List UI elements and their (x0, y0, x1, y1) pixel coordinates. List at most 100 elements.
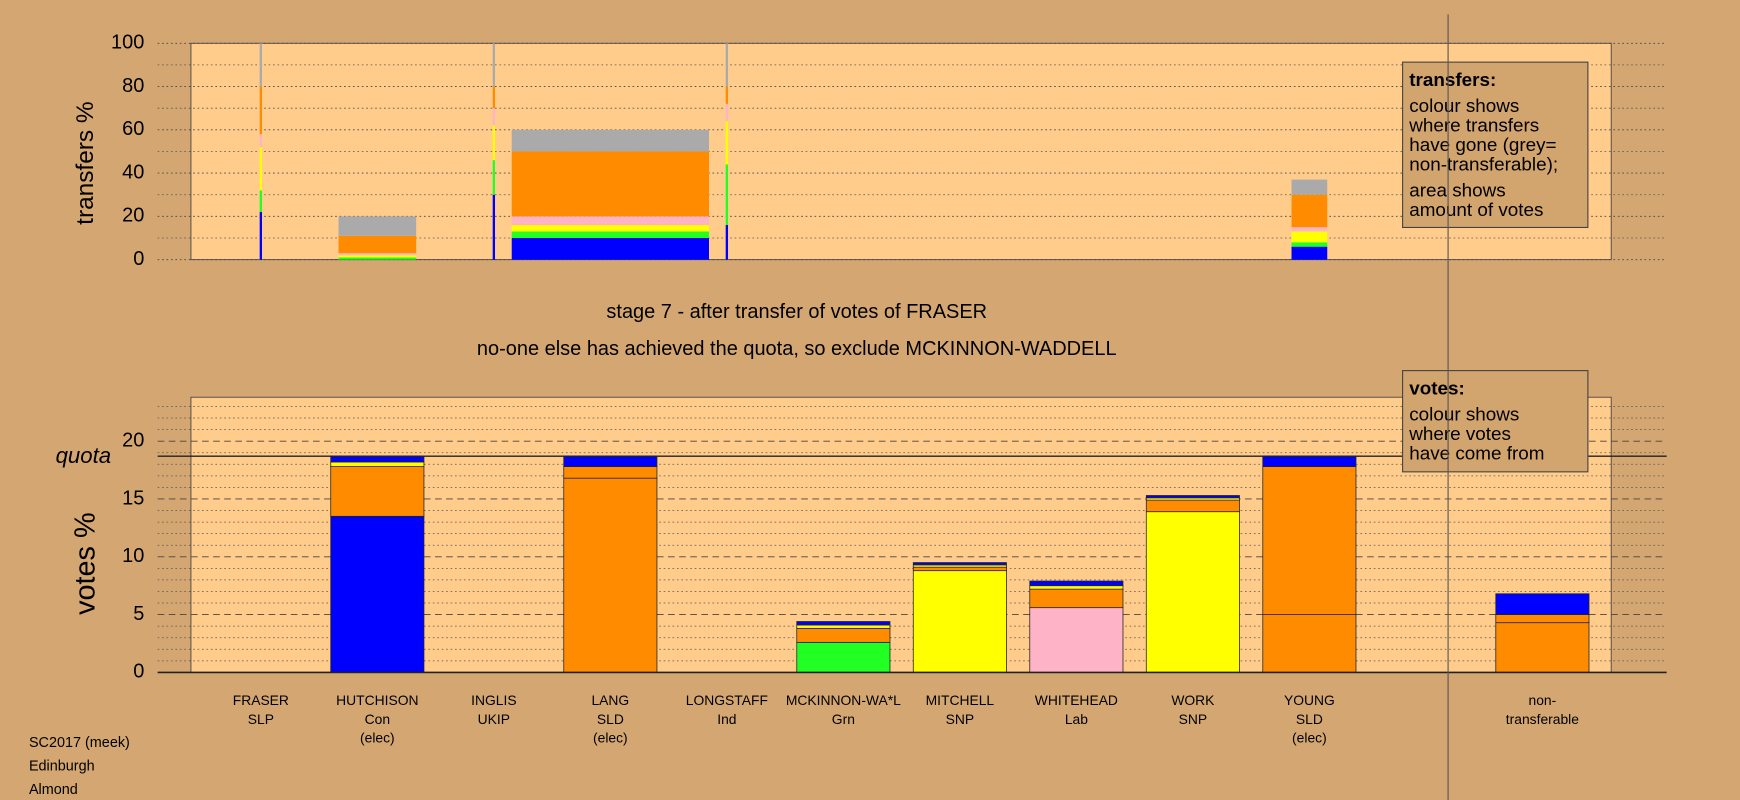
bar-segment (563, 477, 658, 673)
stage-title: stage 7 - after transfer of votes of FRA… (606, 301, 987, 323)
bar-segment (259, 212, 263, 260)
bar-segment (492, 160, 496, 195)
x-tick-label: Lab (1065, 711, 1088, 727)
x-tick-label: MITCHELL (926, 692, 995, 708)
x-tick-label: MCKINNON-WA*L (786, 692, 901, 708)
x-tick-label: LONGSTAFF (686, 692, 768, 708)
bar-segment (725, 164, 729, 226)
x-tick-label: SLD (1296, 711, 1323, 727)
bar-segment (1291, 179, 1328, 195)
bar-segment (338, 253, 417, 256)
x-tick-label: Ind (717, 711, 736, 727)
bar-segment (1495, 622, 1590, 673)
note-text: non-transferable); (1409, 153, 1558, 174)
footer-text: Edinburgh (29, 759, 95, 775)
bar-segment (796, 624, 891, 629)
bar-segment (1029, 607, 1124, 673)
bar-segment (1029, 588, 1124, 609)
y-tick-label: 5 (133, 603, 144, 625)
bar-segment (725, 225, 729, 260)
y-tick-label: 15 (122, 487, 144, 509)
bar-segment (511, 151, 710, 217)
note-text: amount of votes (1409, 199, 1543, 220)
bar-segment (1145, 511, 1240, 673)
x-tick-label: WORK (1171, 692, 1215, 708)
y-tick-label: 20 (122, 429, 144, 451)
quota-label: quota (56, 443, 112, 468)
note-text: colour shows (1409, 404, 1519, 425)
bar-segment (1291, 242, 1328, 247)
note-box (1402, 61, 1589, 229)
x-tick-label: LANG (591, 692, 629, 708)
x-tick-label: SNP (1179, 711, 1208, 727)
bar-segment (912, 566, 1007, 572)
x-tick-label: SLD (597, 711, 624, 727)
bar-segment (259, 86, 263, 135)
x-tick-label: FRASER (233, 692, 289, 708)
note-text: area shows (1409, 179, 1505, 200)
bar-segment (511, 129, 710, 152)
bar-segment (259, 134, 263, 148)
bar-segment (563, 466, 658, 479)
x-tick-label: SLP (248, 711, 274, 727)
note-box (1402, 370, 1589, 473)
x-tick-label: Grn (832, 711, 855, 727)
y-tick-label: 60 (122, 118, 144, 140)
y-tick-label: 20 (122, 205, 144, 227)
bar-segment (1029, 580, 1124, 587)
y-axis-label: votes % (69, 512, 101, 615)
bar-segment (1262, 455, 1357, 467)
bar-segment (259, 43, 263, 87)
bar-segment (259, 190, 263, 213)
bar-segment (725, 43, 729, 87)
bar-segment (1262, 614, 1357, 673)
bar-segment (511, 225, 710, 232)
stage-subtitle: no-one else has achieved the quota, so e… (477, 338, 1117, 360)
y-tick-label: 0 (133, 248, 144, 270)
bar-segment (725, 103, 729, 122)
note-text: colour shows (1409, 95, 1519, 116)
bar-segment (330, 455, 425, 463)
x-tick-label: (elec) (360, 730, 395, 746)
bar-segment (912, 570, 1007, 673)
x-tick-label: HUTCHISON (336, 692, 418, 708)
bar-segment (492, 43, 496, 87)
bar-segment (1029, 585, 1124, 590)
bar-segment (912, 562, 1007, 566)
y-tick-label: 10 (122, 545, 144, 567)
bar-segment (338, 235, 417, 254)
y-axis-label: transfers % (72, 101, 99, 224)
bar-segment (796, 628, 891, 643)
y-tick-label: 0 (133, 661, 144, 683)
bar-segment (338, 255, 417, 258)
note-text: where votes (1408, 423, 1511, 444)
bar-segment (1495, 614, 1590, 624)
bar-segment (725, 86, 729, 104)
note-heading: transfers: (1409, 69, 1496, 90)
note-heading: votes: (1409, 377, 1465, 398)
bar-segment (725, 121, 729, 165)
y-tick-label: 100 (111, 32, 144, 54)
x-tick-label: (elec) (593, 730, 628, 746)
bar-segment (511, 231, 710, 239)
bar-segment (1291, 227, 1328, 232)
bar-segment (1262, 466, 1357, 615)
bar-segment (1291, 194, 1328, 228)
x-tick-label: Con (365, 711, 390, 727)
x-tick-label: YOUNG (1284, 692, 1335, 708)
bar-segment (492, 194, 496, 260)
footer-text: Almond (29, 782, 78, 798)
x-tick-label: UKIP (478, 711, 510, 727)
bar-segment (563, 455, 658, 467)
note-text: have gone (grey= (1409, 134, 1556, 155)
bar-segment (1495, 593, 1590, 615)
bar-segment (511, 216, 710, 226)
bar-segment (330, 515, 425, 673)
y-tick-label: 80 (122, 75, 144, 97)
bar-segment (330, 461, 425, 467)
x-tick-label: INGLIS (471, 692, 516, 708)
bar-segment (1291, 231, 1328, 243)
bar-segment (259, 147, 263, 191)
